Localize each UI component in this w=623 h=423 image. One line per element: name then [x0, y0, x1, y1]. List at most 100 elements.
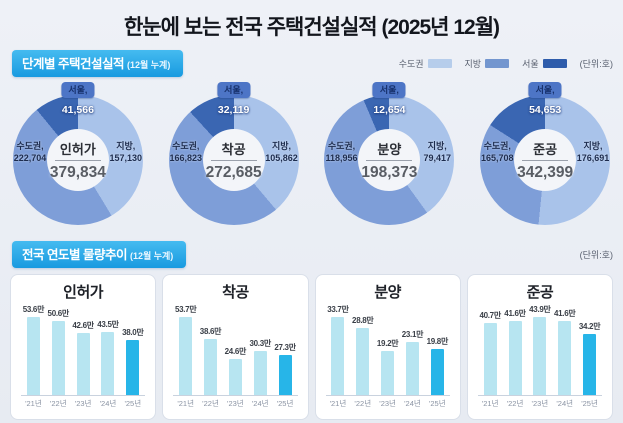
bar-slot: 41.6만 [503, 302, 528, 395]
bar [179, 317, 193, 395]
bar-year-label: '24년 [556, 399, 574, 408]
sudogwon-label: 수도권, 166,823 [158, 141, 214, 164]
bar-value-label: 38.6만 [199, 327, 222, 336]
donut-center-bunyang: 분양 198,373 [358, 129, 421, 191]
bar-year-label: '22년 [506, 399, 524, 408]
bar [583, 334, 597, 395]
bar [204, 339, 218, 395]
donut-chart-chakgong: 착공 272,685 [168, 95, 299, 225]
donut-center-inheoga: 인허가 379,834 [46, 129, 109, 191]
seoul-callout-label: 서울, [528, 82, 562, 98]
bar-value-label: 53.7만 [174, 305, 197, 314]
bar-slot: 24.6만 [223, 302, 248, 395]
donut-total: 272,685 [205, 163, 262, 181]
bar-plot-jungong: 40.7만 41.6만 43.9만 41.6만 34.2만 [477, 302, 602, 396]
bar-value-label: 43.5만 [97, 320, 119, 329]
sudogwon-value: 166,823 [169, 152, 203, 163]
bar-value-label: 19.8만 [426, 337, 449, 346]
yearly-section-subtitle: (12월 누계) [129, 251, 174, 261]
jibang-label: 지방, 176,691 [565, 141, 621, 164]
stage-unit-label: (단위:호) [579, 59, 613, 69]
donut-total: 342,399 [517, 163, 574, 181]
bar-slot: 27.3만 [273, 302, 298, 395]
bar-card-jungong: 준공 40.7만 41.6만 43.9만 41.6만 34.2만 '21년 '22년 '23… [466, 274, 613, 420]
bar-chart-title: 분양 [374, 284, 401, 301]
bar [253, 351, 267, 395]
bar-year-label: '24년 [251, 399, 269, 408]
bar [278, 355, 292, 395]
seoul-callout-value: 32,119 [217, 104, 250, 116]
bar-year-label: '23년 [227, 399, 244, 408]
bar-year-label: '21년 [329, 399, 347, 408]
donut-chart-inheoga: 인허가 379,834 [12, 95, 143, 225]
bar-value-label: 27.3만 [274, 343, 296, 352]
bar-value-label: 23.1만 [401, 330, 424, 339]
bar-value-label: 34.2만 [578, 322, 601, 331]
bar-slot: 38.6만 [198, 302, 223, 395]
donut-divider [522, 159, 569, 161]
seoul-callout-value: 54,653 [529, 104, 562, 116]
donut-total: 198,373 [361, 163, 418, 181]
bar-year-label: '21년 [177, 399, 195, 408]
seoul-callout-value: 12,654 [373, 104, 406, 116]
bar [508, 321, 522, 395]
bar-slot: 40.7만 [478, 302, 503, 395]
legend-label-seoul: 서울 [522, 59, 539, 69]
bar-chart-title: 착공 [222, 284, 249, 301]
yearly-section-title: 전국 연도별 물량추이 [22, 248, 127, 262]
bar [483, 323, 497, 395]
jibang-name: 지방, [583, 141, 603, 151]
donut-divider [54, 159, 101, 161]
bar-value-label: 24.6만 [224, 347, 247, 356]
sudogwon-value: 165,708 [480, 152, 514, 163]
donut-center-jungong: 준공 342,399 [514, 129, 577, 191]
bar-value-label: 43.9만 [529, 305, 551, 314]
yearly-section-band: 전국 연도별 물량추이 (12월 누계) [12, 241, 187, 268]
bar-slot: 38.0만 [120, 302, 145, 395]
donut-chart-jungong: 준공 342,399 [480, 95, 611, 225]
legend-label-jibang: 지방 [464, 59, 482, 69]
bar [430, 349, 444, 395]
bar-slot: 23.1만 [400, 302, 425, 395]
jibang-value: 105,862 [265, 152, 298, 163]
jibang-value: 157,130 [109, 152, 143, 163]
bar-years-chakgong: '21년 '22년 '23년 '24년 '25년 [173, 398, 297, 409]
bar-year-label: '23년 [531, 399, 549, 408]
bar-value-label: 28.8만 [352, 316, 374, 325]
jibang-name: 지방, [427, 141, 447, 151]
bar [381, 351, 395, 395]
sudogwon-label: 수도권, 118,956 [314, 141, 370, 164]
bar-year-label: '25년 [581, 399, 598, 408]
bar-year-label: '25년 [124, 399, 142, 408]
legend-chip-sudogwon [427, 59, 452, 68]
bar-slot: 53.7만 [173, 302, 198, 395]
bar-year-label: '21년 [481, 399, 499, 408]
bar-slot: 28.8만 [350, 302, 375, 395]
sudogwon-value: 222,704 [13, 152, 47, 163]
seoul-callout-label: 서울, [217, 82, 251, 98]
donut-chart-bunyang: 분양 198,373 [324, 95, 455, 225]
bar-year-label: '22년 [354, 399, 372, 408]
bar [26, 317, 40, 395]
bar-value-label: 30.3만 [249, 339, 271, 348]
jibang-name: 지방, [271, 141, 292, 151]
bar-value-label: 41.6만 [553, 309, 576, 318]
sudogwon-label: 수도권, 222,704 [2, 141, 58, 164]
donut-center-chakgong: 착공 272,685 [202, 129, 265, 191]
bar-slot: 50.6만 [46, 302, 71, 395]
bar-years-bunyang: '21년 '22년 '23년 '24년 '25년 [326, 398, 450, 409]
donut-cell-jungong: 준공 342,399 서울, 54,653 수도권, 165,708 지방, 1… [467, 79, 623, 233]
bar-year-label: '25년 [276, 399, 294, 408]
bar-year-label: '22년 [202, 399, 219, 408]
bar [101, 332, 115, 395]
sudogwon-name: 수도권, [483, 141, 511, 151]
bar-year-label: '23년 [74, 399, 92, 408]
bar [558, 321, 572, 395]
bar-chart-title: 준공 [526, 284, 554, 301]
bar-plot-inheoga: 53.6만 50.6만 42.6만 43.5만 38.0만 [21, 302, 146, 396]
donut-title: 착공 [221, 141, 246, 157]
donut-title: 분양 [377, 141, 402, 157]
donut-chart-row: 인허가 379,834 서울, 41,566 수도권, 222,704 지방, … [0, 79, 623, 233]
seoul-callout-value: 41,566 [61, 104, 94, 116]
bar [405, 342, 419, 395]
